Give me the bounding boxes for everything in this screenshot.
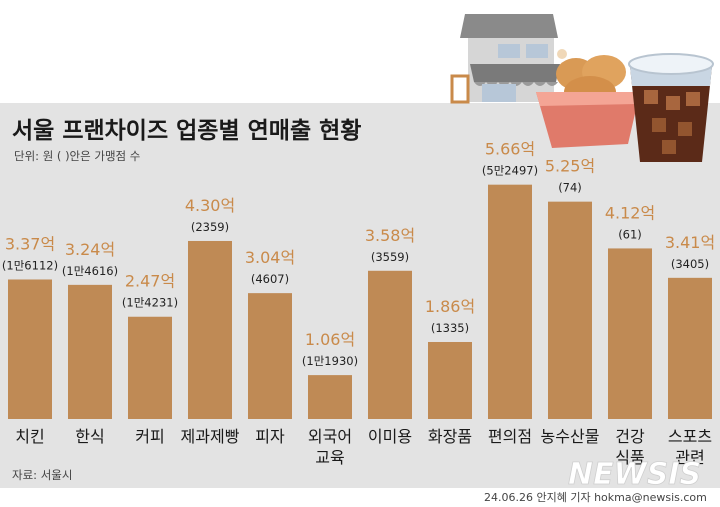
store-count-label: (5만2497) <box>482 164 538 178</box>
category-label: 치킨 <box>15 427 44 446</box>
unit-note: 단위: 원 ( )안은 가맹점 수 <box>14 149 140 163</box>
category-label: 커피 <box>135 427 164 446</box>
store-count-label: (4607) <box>251 272 289 286</box>
bar-5 <box>248 293 292 419</box>
byline-credit: 24.06.26 안지혜 기자 hokma@newsis.com <box>484 491 707 504</box>
value-label: 3.24억 <box>65 240 115 259</box>
category-label: 편의점 <box>488 427 532 446</box>
bar-10 <box>548 201 592 419</box>
bar-8 <box>428 341 472 419</box>
bars-group: 3.37억 (1만6112) 치킨 3.24억 (1만4616) 한식 2.47억 (1만42… <box>2 140 715 467</box>
chart-panel <box>0 103 720 488</box>
category-label: 한식 <box>75 427 104 446</box>
category-label: 화장품 <box>428 427 472 446</box>
store-count-label: (3405) <box>671 257 709 271</box>
source-note: 자료: 서울시 <box>12 468 72 482</box>
category-label: 이미용 <box>368 427 412 446</box>
category-label: 건강 식품 <box>615 427 645 467</box>
bar-12 <box>668 277 712 419</box>
chart-title: 서울 프랜차이즈 업종별 연매출 현황 <box>12 118 361 144</box>
value-label: 1.86억 <box>425 297 475 316</box>
value-label: 4.12억 <box>605 203 655 222</box>
category-label: 외국어 교육 <box>308 427 352 467</box>
store-count-label: (3559) <box>371 250 409 264</box>
category-label: 스포츠 관련 <box>668 427 712 467</box>
bar-6 <box>308 375 352 419</box>
store-count-label: (1만4616) <box>62 264 118 278</box>
store-count-label: (1만1930) <box>302 354 358 368</box>
store-count-label: (1335) <box>431 321 469 335</box>
store-count-label: (1만6112) <box>2 258 58 272</box>
fried-chicken-icon <box>536 49 640 148</box>
bar-3 <box>128 316 172 419</box>
value-label: 5.25억 <box>545 157 595 176</box>
bar-9 <box>488 184 532 419</box>
bar-4 <box>188 240 232 419</box>
store-count-label: (1만4231) <box>122 296 178 310</box>
bar-7 <box>368 270 412 419</box>
category-label: 피자 <box>255 427 285 446</box>
value-label: 3.37억 <box>5 234 55 253</box>
value-label: 4.30억 <box>185 196 235 215</box>
store-icon <box>450 14 560 104</box>
store-count-label: (74) <box>558 181 582 195</box>
iced-coffee-icon <box>628 53 714 162</box>
bar-2 <box>68 284 112 419</box>
value-label: 1.06억 <box>305 330 355 349</box>
bar-11 <box>608 248 652 419</box>
value-label: 2.47억 <box>125 272 175 291</box>
category-label: 농수산물 <box>541 427 600 446</box>
value-label: 3.58억 <box>365 226 415 245</box>
value-label: 5.66억 <box>485 140 535 159</box>
bar-1 <box>8 279 52 419</box>
value-label: 3.41억 <box>665 233 715 252</box>
newsis-watermark: NEWSIS <box>568 457 701 492</box>
category-label: 제과제빵 <box>181 427 240 446</box>
value-label: 3.04억 <box>245 248 295 267</box>
store-count-label: (2359) <box>191 220 229 234</box>
store-count-label: (61) <box>618 227 642 241</box>
